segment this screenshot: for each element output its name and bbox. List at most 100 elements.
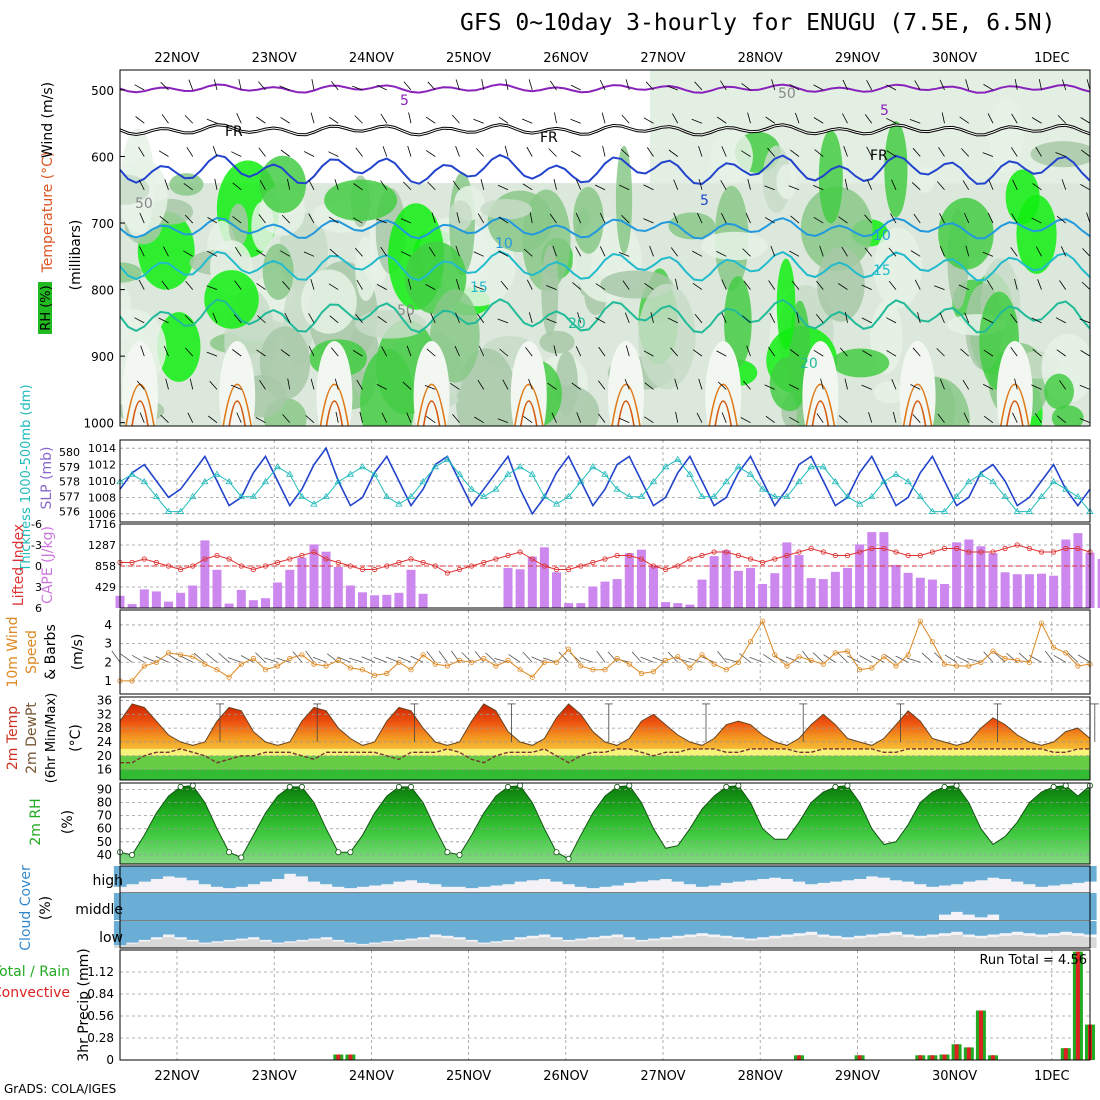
cloud-bar bbox=[380, 893, 394, 920]
thickness-point bbox=[358, 463, 367, 470]
wind-barb bbox=[575, 179, 582, 190]
date-label-top: 24NOV bbox=[349, 51, 394, 66]
rh-point bbox=[347, 849, 354, 856]
li-line bbox=[120, 544, 1091, 574]
wind-speed-point bbox=[796, 654, 802, 660]
cloud-bar bbox=[283, 866, 297, 874]
wind-barb bbox=[238, 79, 242, 91]
rh-tick: 80 bbox=[97, 796, 112, 810]
rh-dry-column bbox=[510, 341, 547, 426]
temp-contour-30 bbox=[714, 400, 732, 426]
thickness-point bbox=[225, 477, 233, 485]
cloud-bar bbox=[501, 921, 515, 940]
wind-barb bbox=[361, 656, 375, 663]
thickness-point bbox=[577, 477, 585, 485]
cloud-bar bbox=[950, 866, 964, 885]
wind-barb bbox=[739, 653, 751, 663]
wind-barb bbox=[337, 656, 351, 663]
thickness-point bbox=[213, 470, 221, 477]
cloud-low-fill bbox=[611, 937, 624, 948]
wind-barb bbox=[740, 417, 751, 424]
contour-label: 50 bbox=[397, 303, 415, 319]
wind-barb bbox=[477, 379, 485, 390]
cloud-bar bbox=[780, 893, 794, 920]
precip-axis-label: 3hr Precip (mm) bbox=[76, 948, 92, 1061]
wind-barb bbox=[522, 651, 533, 663]
wind-barb bbox=[692, 282, 703, 290]
wind-barb bbox=[193, 652, 206, 663]
cloud-panel: high middle low Cloud Cover (%) bbox=[18, 865, 1097, 951]
cloud-bar bbox=[647, 866, 661, 881]
wind-speed-point bbox=[820, 661, 826, 667]
cape-bar bbox=[321, 551, 331, 608]
wind-barb bbox=[631, 651, 642, 663]
cloud-bar bbox=[683, 866, 697, 885]
cape-bar bbox=[976, 546, 986, 608]
thickness-line bbox=[119, 458, 1091, 513]
wind-barb bbox=[866, 146, 873, 157]
wind-barb bbox=[498, 250, 509, 257]
rh-blob bbox=[157, 312, 201, 382]
run-total-label: Run Total = 4.56 bbox=[979, 953, 1087, 968]
upper-air-panel: 5 FR FR FR 5 10 10 15 15 20 20 50 50 50 5 500 600 700 800 9… bbox=[38, 69, 1091, 431]
cape-bar bbox=[261, 598, 270, 608]
wind-barb bbox=[185, 280, 194, 290]
wind-barb bbox=[939, 245, 945, 257]
cloud-bar bbox=[732, 921, 745, 938]
wind-barb bbox=[334, 179, 339, 190]
wind-barb bbox=[456, 212, 460, 224]
cape-bar bbox=[370, 595, 380, 608]
temp-line bbox=[119, 703, 1091, 746]
wind-barb bbox=[886, 150, 897, 157]
cape-bar bbox=[818, 579, 828, 608]
cape-bar bbox=[176, 592, 186, 608]
wind-speed-point bbox=[262, 667, 269, 673]
panel-frame bbox=[119, 523, 1091, 609]
wind-barb bbox=[619, 184, 630, 191]
wind-barb bbox=[330, 347, 339, 357]
wind-barb bbox=[1038, 79, 1042, 91]
wind-barb bbox=[1014, 378, 1018, 390]
wind-barb bbox=[886, 317, 897, 324]
cloud-bar bbox=[999, 921, 1012, 934]
wind-barb bbox=[380, 113, 388, 124]
cloud-low-fill bbox=[404, 940, 418, 948]
pressure-tick: 800 bbox=[91, 284, 114, 298]
wind-barb bbox=[764, 384, 775, 390]
wind-barb bbox=[259, 379, 266, 390]
wind-barb bbox=[598, 413, 606, 423]
cloud-bar bbox=[138, 893, 151, 920]
cape-bar bbox=[891, 564, 901, 608]
cloud-low-fill bbox=[1071, 936, 1085, 948]
wind-barb bbox=[747, 179, 751, 190]
wind-barb bbox=[359, 411, 363, 423]
rh-point bbox=[565, 855, 572, 862]
cloud-low-fill bbox=[1035, 937, 1049, 948]
rh-dry-column bbox=[899, 341, 936, 426]
wind-speed-point bbox=[529, 674, 535, 680]
cloud-bar bbox=[550, 866, 564, 882]
wind-barb bbox=[373, 656, 387, 663]
wind-barb bbox=[552, 245, 557, 257]
rh-point bbox=[226, 849, 233, 856]
wind-barb bbox=[938, 147, 945, 157]
temp-tick: 20 bbox=[97, 749, 112, 763]
cloud-low-fill bbox=[259, 941, 273, 948]
li-point bbox=[856, 549, 863, 555]
cloud-bar bbox=[198, 866, 212, 885]
wind-barb bbox=[1035, 413, 1042, 423]
li-point bbox=[420, 559, 426, 566]
wind-barb bbox=[698, 179, 703, 190]
wind-barb bbox=[1057, 115, 1067, 124]
wind-barb bbox=[1031, 384, 1042, 390]
wind-barb bbox=[136, 380, 145, 390]
wind-speed-point bbox=[711, 661, 717, 667]
li-point bbox=[432, 563, 438, 569]
rh-axis-label: RH (%) bbox=[39, 285, 54, 330]
wind-barb bbox=[264, 657, 278, 663]
wind-barb bbox=[155, 656, 169, 663]
wind-barb bbox=[497, 318, 509, 324]
wind-barb bbox=[1062, 79, 1067, 91]
wind-barb bbox=[862, 350, 872, 357]
wind-barb bbox=[1010, 147, 1018, 157]
